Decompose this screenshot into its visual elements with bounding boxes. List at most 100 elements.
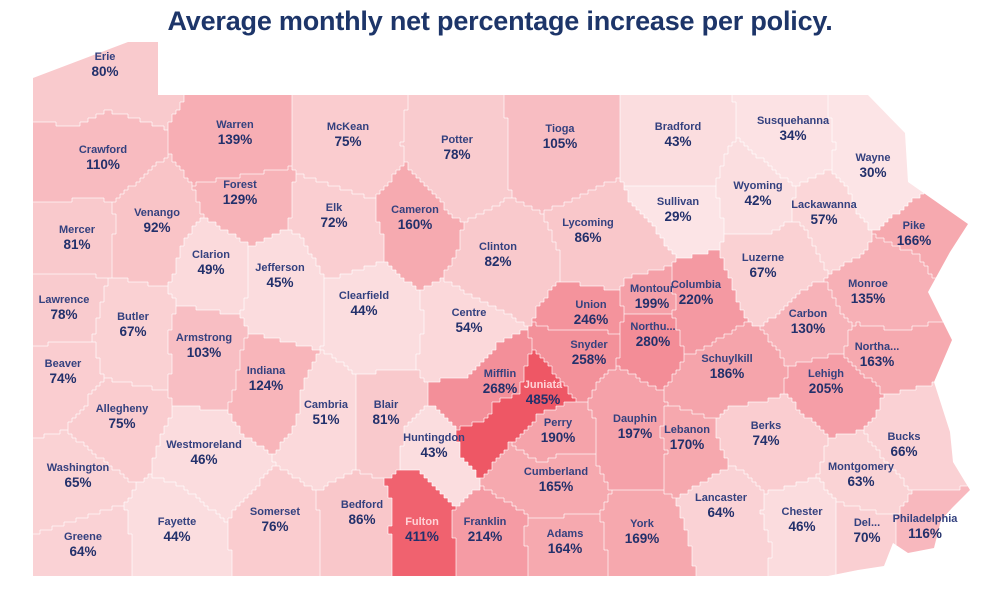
county-name: Lawrence — [39, 294, 90, 306]
county-northa: Northa...163% — [855, 341, 900, 369]
county-name: York — [630, 518, 655, 530]
county-value: 34% — [779, 128, 806, 143]
county-value: 75% — [334, 134, 361, 149]
county-name: Luzerne — [742, 252, 784, 264]
county-name: Tioga — [545, 123, 575, 135]
county-name: Bedford — [341, 499, 383, 511]
county-value: 135% — [851, 291, 886, 306]
county-value: 46% — [190, 452, 217, 467]
county-value: 86% — [574, 230, 601, 245]
county-name: Cameron — [391, 204, 439, 216]
county-value: 205% — [809, 381, 844, 396]
county-name: Cumberland — [524, 466, 588, 478]
county-value: 29% — [664, 209, 691, 224]
county-name: Armstrong — [176, 332, 232, 344]
county-value: 70% — [853, 530, 880, 545]
county-name: Northa... — [855, 341, 900, 353]
county-name: Union — [575, 299, 606, 311]
county-name: Chester — [782, 506, 824, 518]
county-value: 66% — [890, 444, 917, 459]
county-name: Lackawanna — [791, 199, 857, 211]
county-name: Jefferson — [255, 262, 305, 274]
county-value: 129% — [223, 192, 258, 207]
county-northu: Northu...280% — [630, 321, 675, 349]
county-name: Adams — [547, 528, 584, 540]
county-value: 80% — [91, 64, 118, 79]
county-name: Lancaster — [695, 492, 748, 504]
county-name: Clinton — [479, 241, 517, 253]
county-value: 220% — [679, 292, 714, 307]
county-name: Clearfield — [339, 290, 389, 302]
county-name: Indiana — [247, 365, 286, 377]
county-value: 72% — [320, 215, 347, 230]
county-value: 54% — [455, 320, 482, 335]
county-value: 190% — [541, 430, 576, 445]
county-name: Erie — [95, 51, 116, 63]
county-name: Juniata — [524, 379, 563, 391]
county-value: 130% — [791, 321, 826, 336]
county-value: 49% — [197, 262, 224, 277]
county-name: Bradford — [655, 121, 701, 133]
county-value: 258% — [572, 352, 607, 367]
county-value: 67% — [749, 265, 776, 280]
county-name: Perry — [544, 417, 573, 429]
county-value: 103% — [187, 345, 222, 360]
county-value: 411% — [405, 529, 439, 544]
county-name: Somerset — [250, 506, 300, 518]
county-value: 86% — [348, 512, 375, 527]
county-value: 124% — [249, 378, 284, 393]
county-name: Westmoreland — [166, 439, 242, 451]
county-value: 67% — [119, 324, 146, 339]
county-value: 81% — [372, 412, 399, 427]
county-value: 139% — [218, 132, 253, 147]
county-name: Crawford — [79, 144, 127, 156]
county-name: Columbia — [671, 279, 722, 291]
county-value: 65% — [64, 475, 91, 490]
county-value: 43% — [420, 445, 447, 460]
county-name: Butler — [117, 311, 150, 323]
county-name: Fayette — [158, 516, 197, 528]
county-name: Pike — [903, 220, 926, 232]
county-name: Beaver — [45, 358, 82, 370]
county-name: Washington — [47, 462, 110, 474]
county-value: 280% — [636, 334, 671, 349]
county-name: Wyoming — [733, 180, 782, 192]
county-value: 46% — [788, 519, 815, 534]
county-name: Montour — [630, 283, 675, 295]
county-value: 64% — [69, 544, 96, 559]
county-del: Del...70% — [853, 517, 880, 545]
county-name: Allegheny — [96, 403, 149, 415]
county-value: 199% — [635, 296, 670, 311]
chart-title: Average monthly net percentage increase … — [167, 6, 833, 36]
